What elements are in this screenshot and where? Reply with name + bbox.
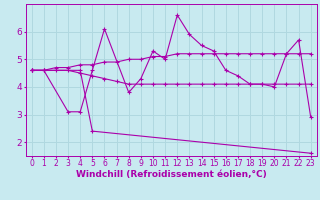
X-axis label: Windchill (Refroidissement éolien,°C): Windchill (Refroidissement éolien,°C) [76, 170, 267, 179]
